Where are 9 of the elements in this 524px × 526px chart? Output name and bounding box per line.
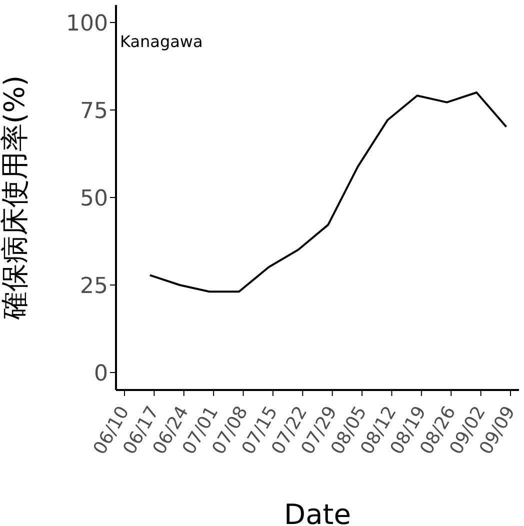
y-tick-label: 75 [80, 98, 108, 124]
x-axis-title: Date [284, 498, 351, 526]
y-tick-label: 50 [80, 186, 108, 212]
line-series [148, 92, 508, 293]
y-tick-label: 100 [66, 11, 108, 36]
y-tick-label: 25 [80, 274, 108, 299]
y-axis-title: 確保病床使用率(%) [0, 75, 31, 321]
annotation: Kanagawa [120, 32, 203, 51]
y-tick-label: 0 [94, 361, 108, 386]
